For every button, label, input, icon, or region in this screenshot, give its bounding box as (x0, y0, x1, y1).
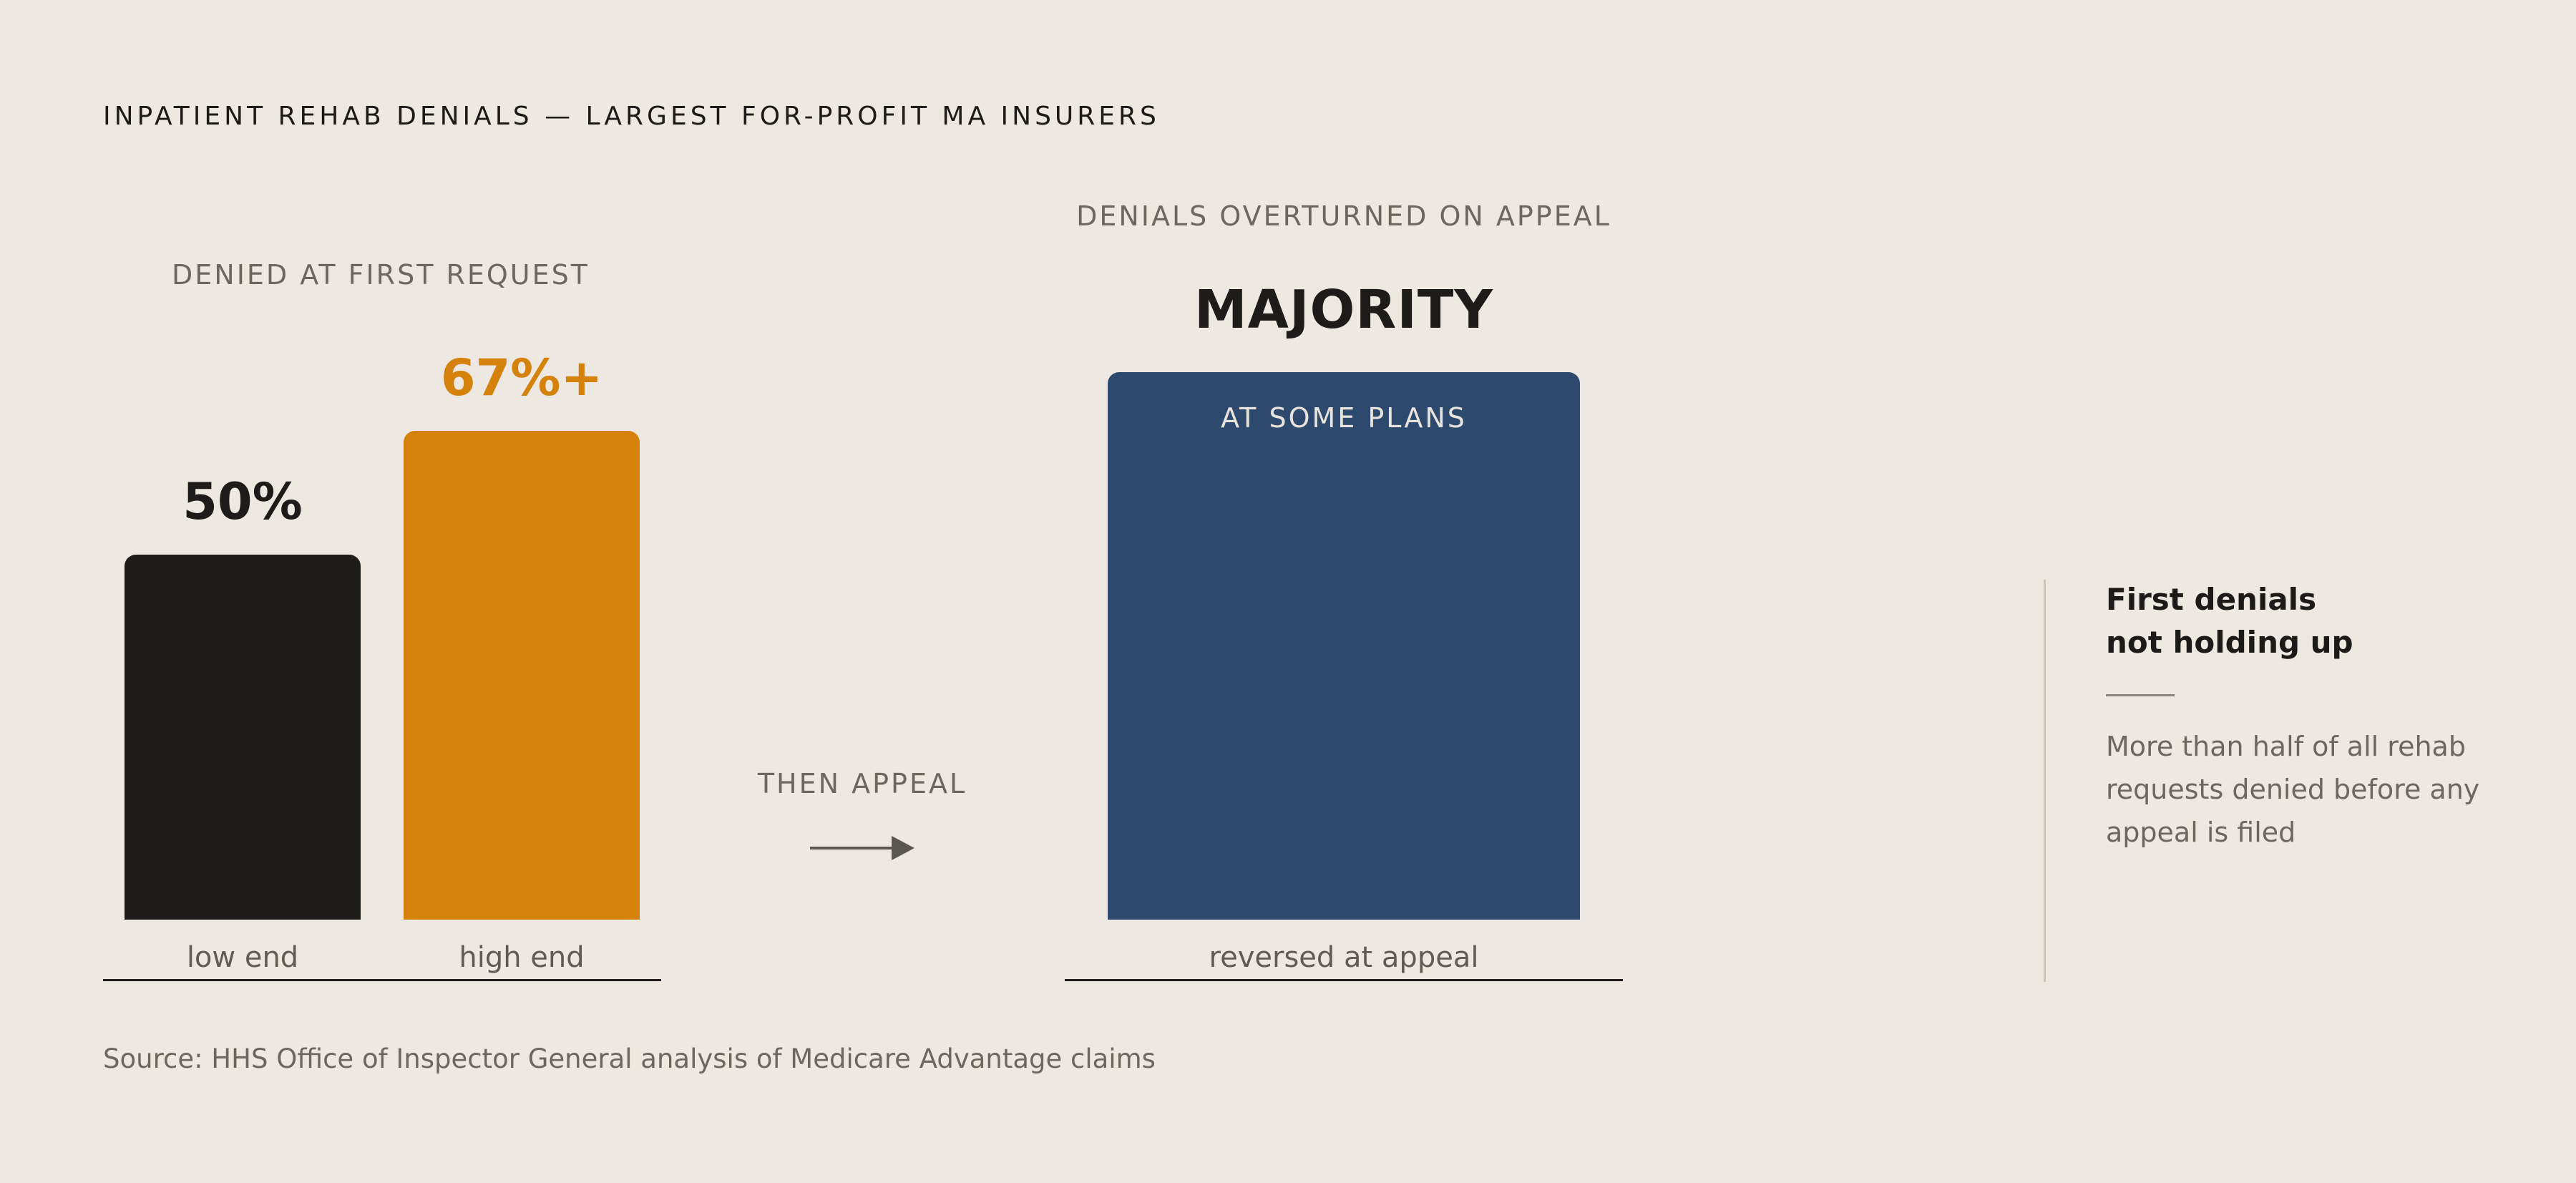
bar-reversed-at-appeal (1108, 372, 1580, 920)
bar-value-label-high: 67%+ (440, 349, 603, 407)
source-note: Source: HHS Office of Inspector General … (103, 1043, 1156, 1074)
bar-high-end (404, 431, 640, 920)
aside-title: First denials not holding up (2106, 578, 2353, 664)
arrow-right-icon (810, 836, 914, 860)
x-tick-label-high: high end (459, 941, 585, 974)
aside-divider (2044, 580, 2046, 982)
baseline-appeal (1065, 979, 1623, 981)
bar-value-label-low: 50% (182, 472, 303, 531)
appeal-group-label: DENIALS OVERTURNED ON APPEAL (1076, 200, 1611, 232)
then-appeal-label: THEN APPEAL (757, 768, 967, 799)
x-tick-label-appeal: reversed at appeal (1209, 941, 1479, 974)
baseline-first-request (103, 979, 661, 981)
bar-value-label-appeal: MAJORITY (1194, 279, 1493, 341)
bar-low-end (125, 555, 361, 920)
aside-body: More than half of all rehab requests den… (2106, 731, 2480, 848)
first-request-group-label: DENIED AT FIRST REQUEST (172, 259, 590, 291)
x-tick-label-low: low end (186, 941, 299, 974)
aside-title-line-1: First denials (2106, 582, 2317, 617)
aside-title-line-2: not holding up (2106, 625, 2353, 660)
aside-rule (2106, 694, 2175, 696)
bar-annotation-at-some-plans: AT SOME PLANS (1221, 402, 1467, 434)
chart-title: INPATIENT REHAB DENIALS — LARGEST FOR-PR… (103, 102, 1160, 131)
